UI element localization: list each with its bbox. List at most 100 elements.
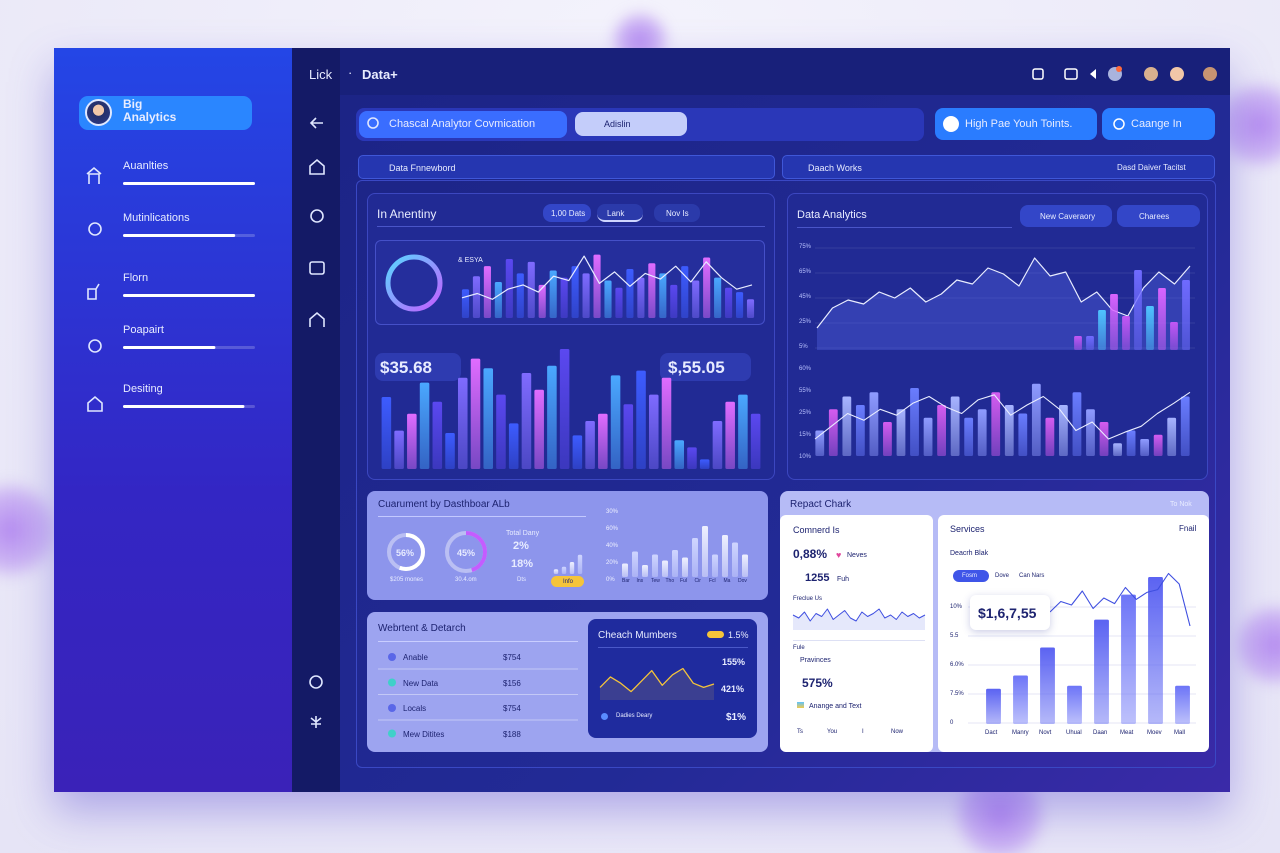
y-axis-label: 30% — [606, 509, 619, 515]
x-axis-label: Meat — [1120, 730, 1134, 736]
ring-label: 45% — [457, 548, 476, 558]
legend-dot — [601, 713, 608, 720]
y-axis-label: 60% — [606, 526, 619, 532]
x-axis-label: Moev — [1147, 730, 1162, 736]
user-name: Dasd Daiver Tacitst — [1117, 163, 1186, 172]
bg-blob — [1235, 600, 1280, 690]
card-title: Comnerd Is — [793, 525, 840, 535]
stat-value: 2% — [513, 540, 529, 552]
button[interactable] — [1117, 205, 1200, 227]
card-title: Services — [950, 524, 985, 534]
y-axis-label: 20% — [606, 560, 619, 566]
chip-label: Nov Is — [666, 209, 689, 218]
x-axis-label: Ma — [723, 578, 731, 584]
tab[interactable] — [358, 155, 775, 179]
row-label: Locals — [403, 704, 427, 713]
x-axis-label: Cir — [694, 578, 701, 584]
price-pill[interactable] — [660, 353, 751, 381]
legend-label: Anange and Text — [809, 703, 862, 710]
filter-dropdown[interactable] — [575, 112, 687, 136]
stat-value: 18% — [511, 558, 534, 570]
y-axis-label: 0 — [950, 720, 954, 726]
x-axis-label: Bar — [622, 578, 630, 584]
panel-title: Data Analytics — [797, 209, 867, 221]
x-axis-label: Ins — [636, 578, 644, 584]
action-text: Caange In — [1131, 118, 1182, 130]
alert-button[interactable] — [935, 108, 1097, 140]
price: $35.68 — [380, 358, 432, 377]
search-box[interactable] — [359, 111, 567, 138]
chip[interactable] — [543, 204, 591, 222]
page-title: Data+ — [362, 67, 398, 82]
divider — [378, 641, 578, 642]
tab-label[interactable]: Fosm — [962, 573, 977, 579]
stat-card — [780, 515, 933, 752]
price: $,55.05 — [668, 358, 725, 377]
x-axis-label: Tew — [651, 578, 660, 584]
bg-blob — [0, 480, 60, 580]
x-axis-label: Ts — [797, 729, 803, 735]
row-label: Anable — [403, 653, 428, 662]
panel-title: Webrtent & Detarch — [378, 623, 466, 634]
y-axis-label: 0% — [606, 577, 615, 583]
sidebar — [54, 48, 292, 792]
y-axis-label: 65% — [799, 269, 812, 275]
note: Fule — [793, 645, 805, 651]
panel-title: Cuarument by Dasthboar ALb — [378, 499, 510, 510]
nav-label: Poapairt — [123, 324, 164, 336]
row-value: $754 — [503, 704, 521, 713]
brand-name: Big Analytics — [123, 97, 177, 124]
button[interactable] — [1020, 205, 1112, 227]
x-axis-label: Daan — [1093, 730, 1108, 736]
x-axis-label: Tho — [665, 578, 675, 584]
x-axis-label: Dact — [985, 730, 998, 736]
count: 1255 — [805, 572, 830, 584]
stat-title: Total Dany — [506, 530, 540, 537]
tab-pill[interactable] — [953, 570, 989, 582]
ring-caption: 30.4.om — [455, 577, 477, 583]
y-axis-label: 55% — [799, 388, 812, 394]
y-axis-label: 25% — [799, 319, 812, 325]
chip[interactable] — [597, 204, 643, 222]
avatar — [85, 99, 112, 126]
tab[interactable] — [782, 155, 1215, 179]
badge — [707, 631, 724, 638]
y-axis-label: 60% — [799, 366, 812, 372]
row-value: $188 — [503, 729, 521, 739]
content-frame — [356, 180, 1216, 768]
chip[interactable] — [654, 204, 700, 222]
search-text: Chascal Analytor Covmication — [389, 118, 536, 130]
button-label: New Caveraory — [1040, 212, 1096, 221]
tag: Neves — [847, 552, 867, 559]
breadcrumb[interactable]: Lick — [309, 67, 333, 82]
card-subtitle: Deacrh Blak — [950, 550, 989, 557]
y-axis-label: 40% — [606, 543, 619, 549]
price-pill[interactable] — [375, 353, 461, 381]
ring-caption: $205 mones — [390, 577, 424, 583]
x-axis-label: Uhual — [1066, 730, 1082, 736]
tab-label[interactable]: Can Nars — [1019, 573, 1045, 579]
link[interactable]: Fnail — [1179, 524, 1197, 533]
icon-rail — [292, 48, 340, 792]
select[interactable]: Pravinces — [800, 657, 831, 664]
tab-label[interactable]: Dove — [995, 573, 1010, 579]
ring-label: 56% — [396, 548, 415, 558]
link[interactable]: To Nok — [1170, 501, 1192, 508]
x-axis-label: Ful — [680, 578, 687, 584]
chart-title: Freclue Us — [793, 596, 823, 602]
divider — [377, 226, 765, 227]
y-axis-label: 5% — [799, 344, 808, 350]
alert-text: High Pae Youh Toints. — [965, 118, 1073, 130]
row-value: $156 — [503, 678, 521, 688]
row-label: New Data — [403, 678, 439, 688]
card-title: Cheach Mumbers — [598, 630, 677, 641]
legend-label: Dadies Deary — [616, 713, 653, 719]
x-axis-label: Manry — [1012, 730, 1029, 736]
stat-value: 575% — [802, 676, 833, 690]
badge — [551, 576, 584, 587]
nav-label: Florn — [123, 272, 149, 284]
y-axis-label: 5.5 — [950, 633, 959, 639]
spark-box — [375, 240, 765, 325]
badge-label: Info — [563, 579, 574, 585]
